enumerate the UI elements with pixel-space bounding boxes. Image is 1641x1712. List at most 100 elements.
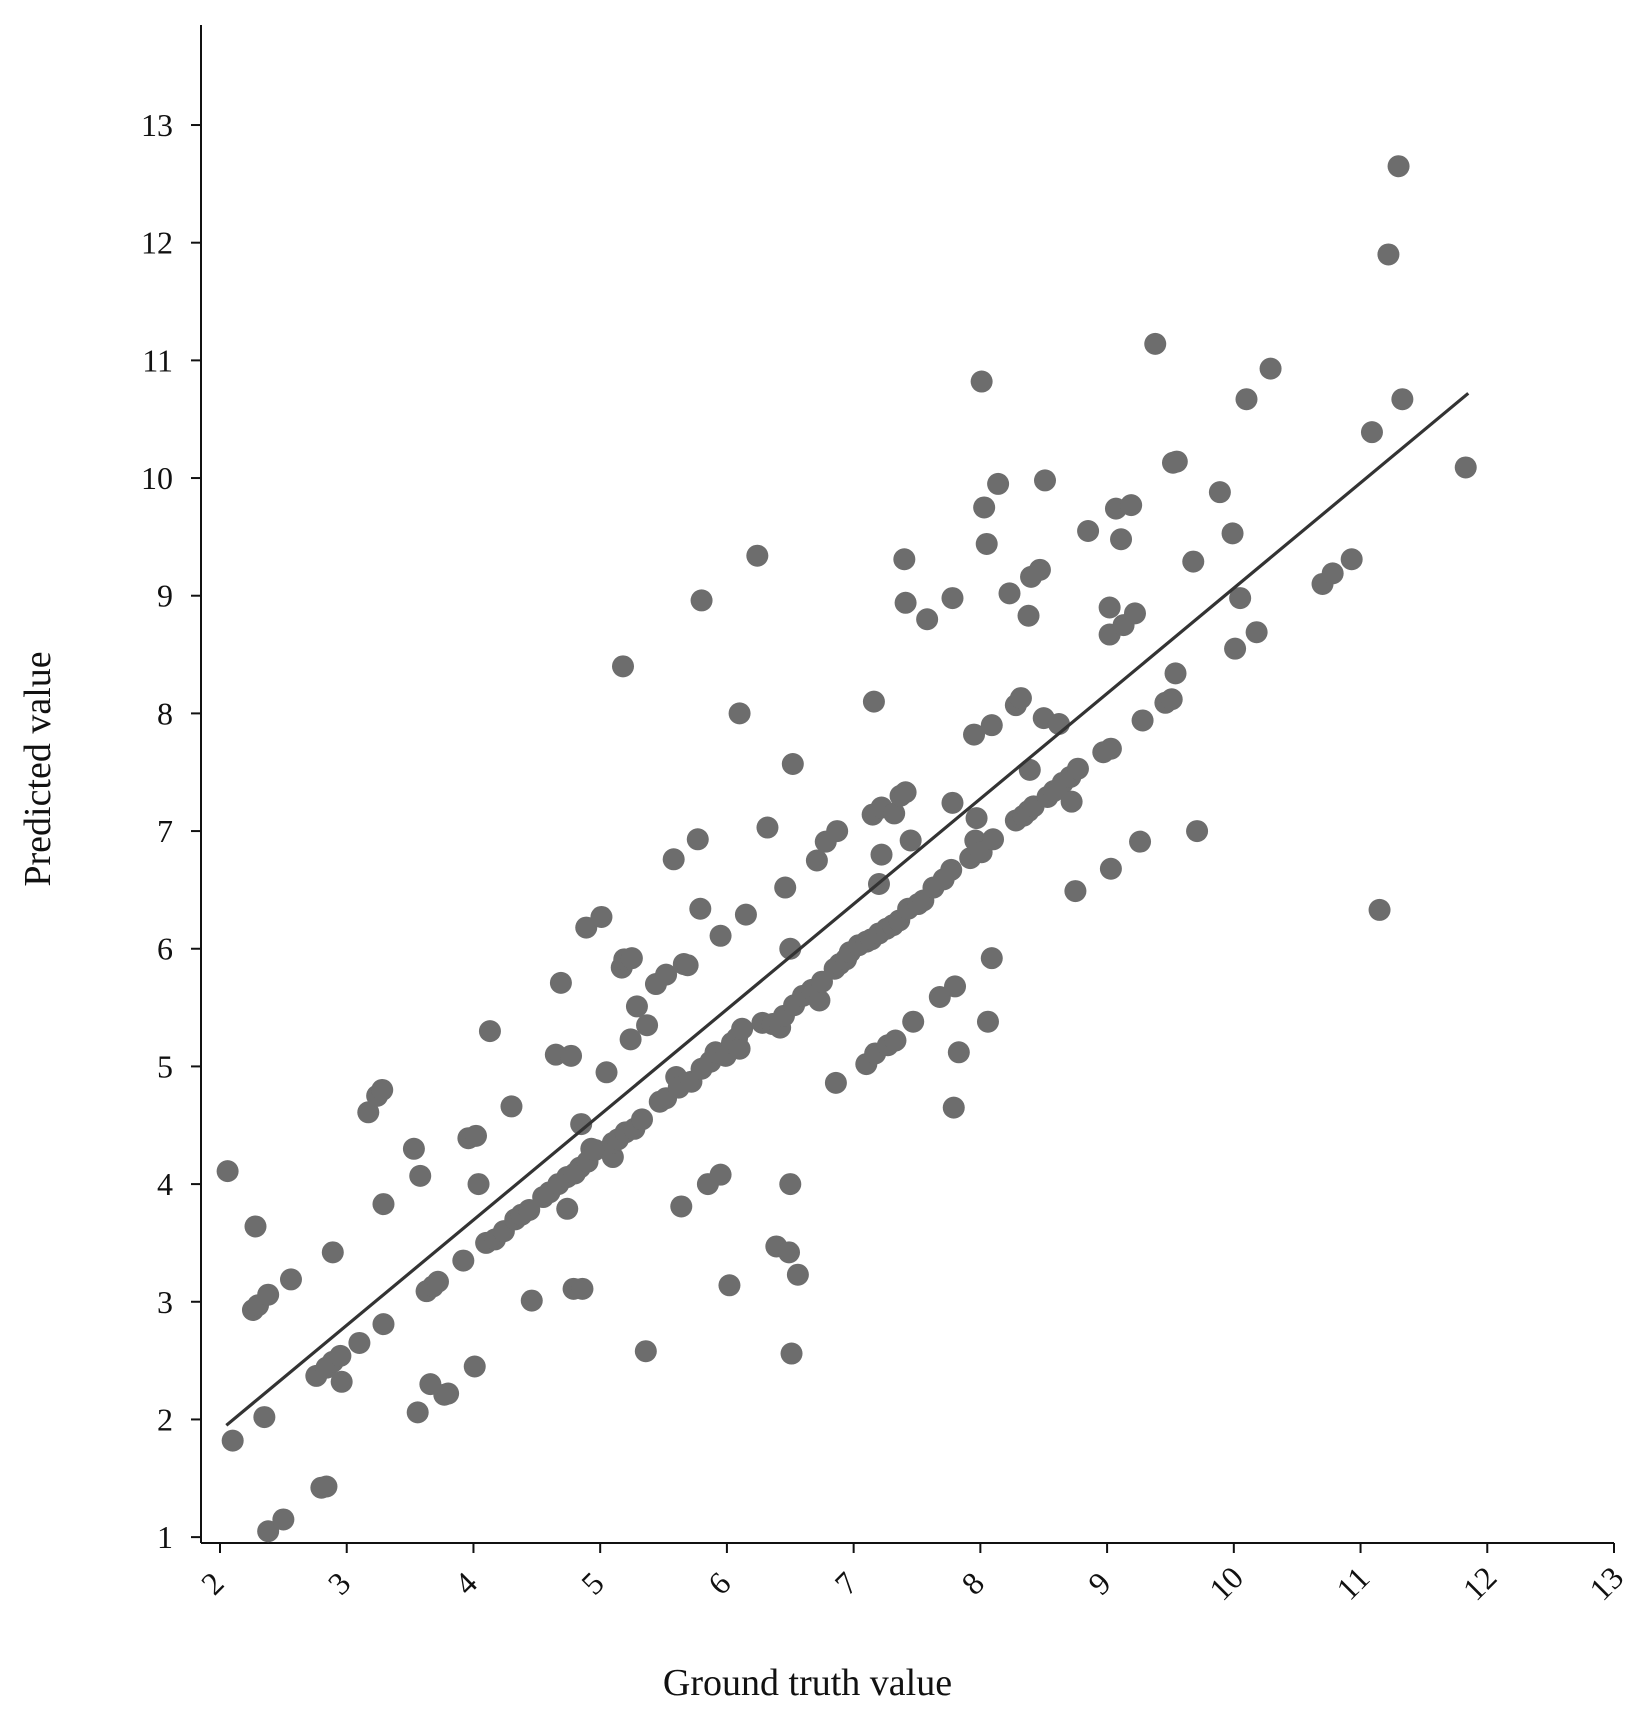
- data-point: [520, 1289, 543, 1312]
- axes: [200, 25, 1614, 1544]
- data-point: [348, 1331, 371, 1354]
- x-tick-label: 11: [1329, 1560, 1376, 1607]
- data-point: [1245, 621, 1268, 644]
- data-point: [893, 548, 916, 571]
- data-point: [1259, 357, 1282, 380]
- data-point: [372, 1313, 395, 1336]
- data-point: [1182, 550, 1205, 573]
- data-point: [781, 752, 804, 775]
- data-point: [1064, 880, 1087, 903]
- data-point: [1164, 662, 1187, 685]
- data-point: [221, 1429, 244, 1452]
- data-point: [500, 1095, 523, 1118]
- data-point: [357, 1101, 380, 1124]
- data-point: [940, 858, 963, 881]
- y-tick-label: 2: [157, 1401, 173, 1437]
- y-tick-label: 10: [141, 460, 173, 496]
- y-tick-label: 7: [157, 813, 173, 849]
- data-point: [1165, 450, 1188, 473]
- x-tick-label: 8: [954, 1565, 991, 1602]
- data-point: [731, 1017, 754, 1040]
- data-point: [975, 532, 998, 555]
- data-point: [253, 1406, 276, 1429]
- y-tick-label: 9: [157, 578, 173, 614]
- data-point: [780, 1342, 803, 1365]
- data-point: [746, 544, 769, 567]
- data-point: [1098, 596, 1121, 619]
- data-point: [1028, 558, 1051, 581]
- data-point: [1186, 820, 1209, 843]
- data-point: [998, 582, 1021, 605]
- data-point: [571, 1277, 594, 1300]
- data-point: [976, 1010, 999, 1033]
- data-point: [970, 370, 993, 393]
- y-axis-title: Predicted value: [17, 651, 59, 886]
- data-point: [824, 1071, 847, 1094]
- data-point: [478, 1020, 501, 1043]
- x-tick-label: 5: [574, 1565, 611, 1602]
- y-tick-label: 1: [157, 1519, 173, 1555]
- data-point: [1123, 602, 1146, 625]
- data-point: [1129, 830, 1152, 853]
- data-point: [330, 1370, 353, 1393]
- data-point: [778, 1241, 801, 1264]
- x-tick-label: 10: [1202, 1559, 1250, 1607]
- data-point: [805, 849, 828, 872]
- data-point: [942, 1096, 965, 1119]
- data-point: [372, 1193, 395, 1216]
- data-point: [982, 828, 1005, 851]
- data-point: [947, 1041, 970, 1064]
- data-point: [244, 1215, 267, 1238]
- data-point: [902, 1010, 925, 1033]
- data-point: [1033, 469, 1056, 492]
- data-point: [894, 591, 917, 614]
- data-point: [272, 1508, 295, 1531]
- data-point: [1321, 562, 1344, 585]
- data-point: [1368, 898, 1391, 921]
- data-point: [1077, 520, 1100, 542]
- data-point: [584, 1138, 607, 1161]
- data-point: [570, 1113, 593, 1136]
- data-point: [625, 995, 648, 1018]
- x-tick-label: 2: [194, 1565, 231, 1602]
- data-point: [779, 1173, 802, 1196]
- data-point: [662, 848, 685, 871]
- data-point: [689, 897, 712, 920]
- data-point: [1229, 587, 1252, 610]
- y-tick-label: 8: [157, 695, 173, 731]
- data-points: [216, 155, 1477, 1543]
- data-point: [1360, 421, 1383, 444]
- data-point: [590, 905, 613, 928]
- data-point: [884, 1029, 907, 1052]
- data-point: [980, 714, 1003, 737]
- data-point: [1066, 757, 1089, 780]
- x-tick-label: 12: [1455, 1559, 1503, 1607]
- y-tick-label: 12: [141, 225, 173, 261]
- data-point: [709, 1163, 732, 1186]
- data-point: [1144, 332, 1167, 355]
- data-point: [556, 1197, 579, 1220]
- x-tick-label: 3: [321, 1565, 358, 1602]
- data-point: [1391, 388, 1414, 411]
- data-point: [406, 1401, 429, 1424]
- data-point: [786, 1263, 809, 1286]
- data-point: [464, 1124, 487, 1147]
- data-point: [808, 989, 831, 1012]
- data-point: [973, 496, 996, 519]
- data-point: [676, 954, 699, 977]
- data-point: [549, 971, 572, 994]
- data-point: [862, 690, 885, 713]
- y-tick-label: 3: [157, 1284, 173, 1320]
- data-point: [870, 843, 893, 866]
- data-point: [1099, 857, 1122, 880]
- y-tick-label: 5: [157, 1048, 173, 1084]
- data-point: [1387, 155, 1410, 178]
- data-point: [883, 802, 906, 825]
- data-point: [329, 1344, 352, 1367]
- data-point: [257, 1520, 280, 1543]
- data-point: [826, 820, 849, 843]
- data-point: [1160, 688, 1183, 711]
- data-point: [1009, 687, 1032, 710]
